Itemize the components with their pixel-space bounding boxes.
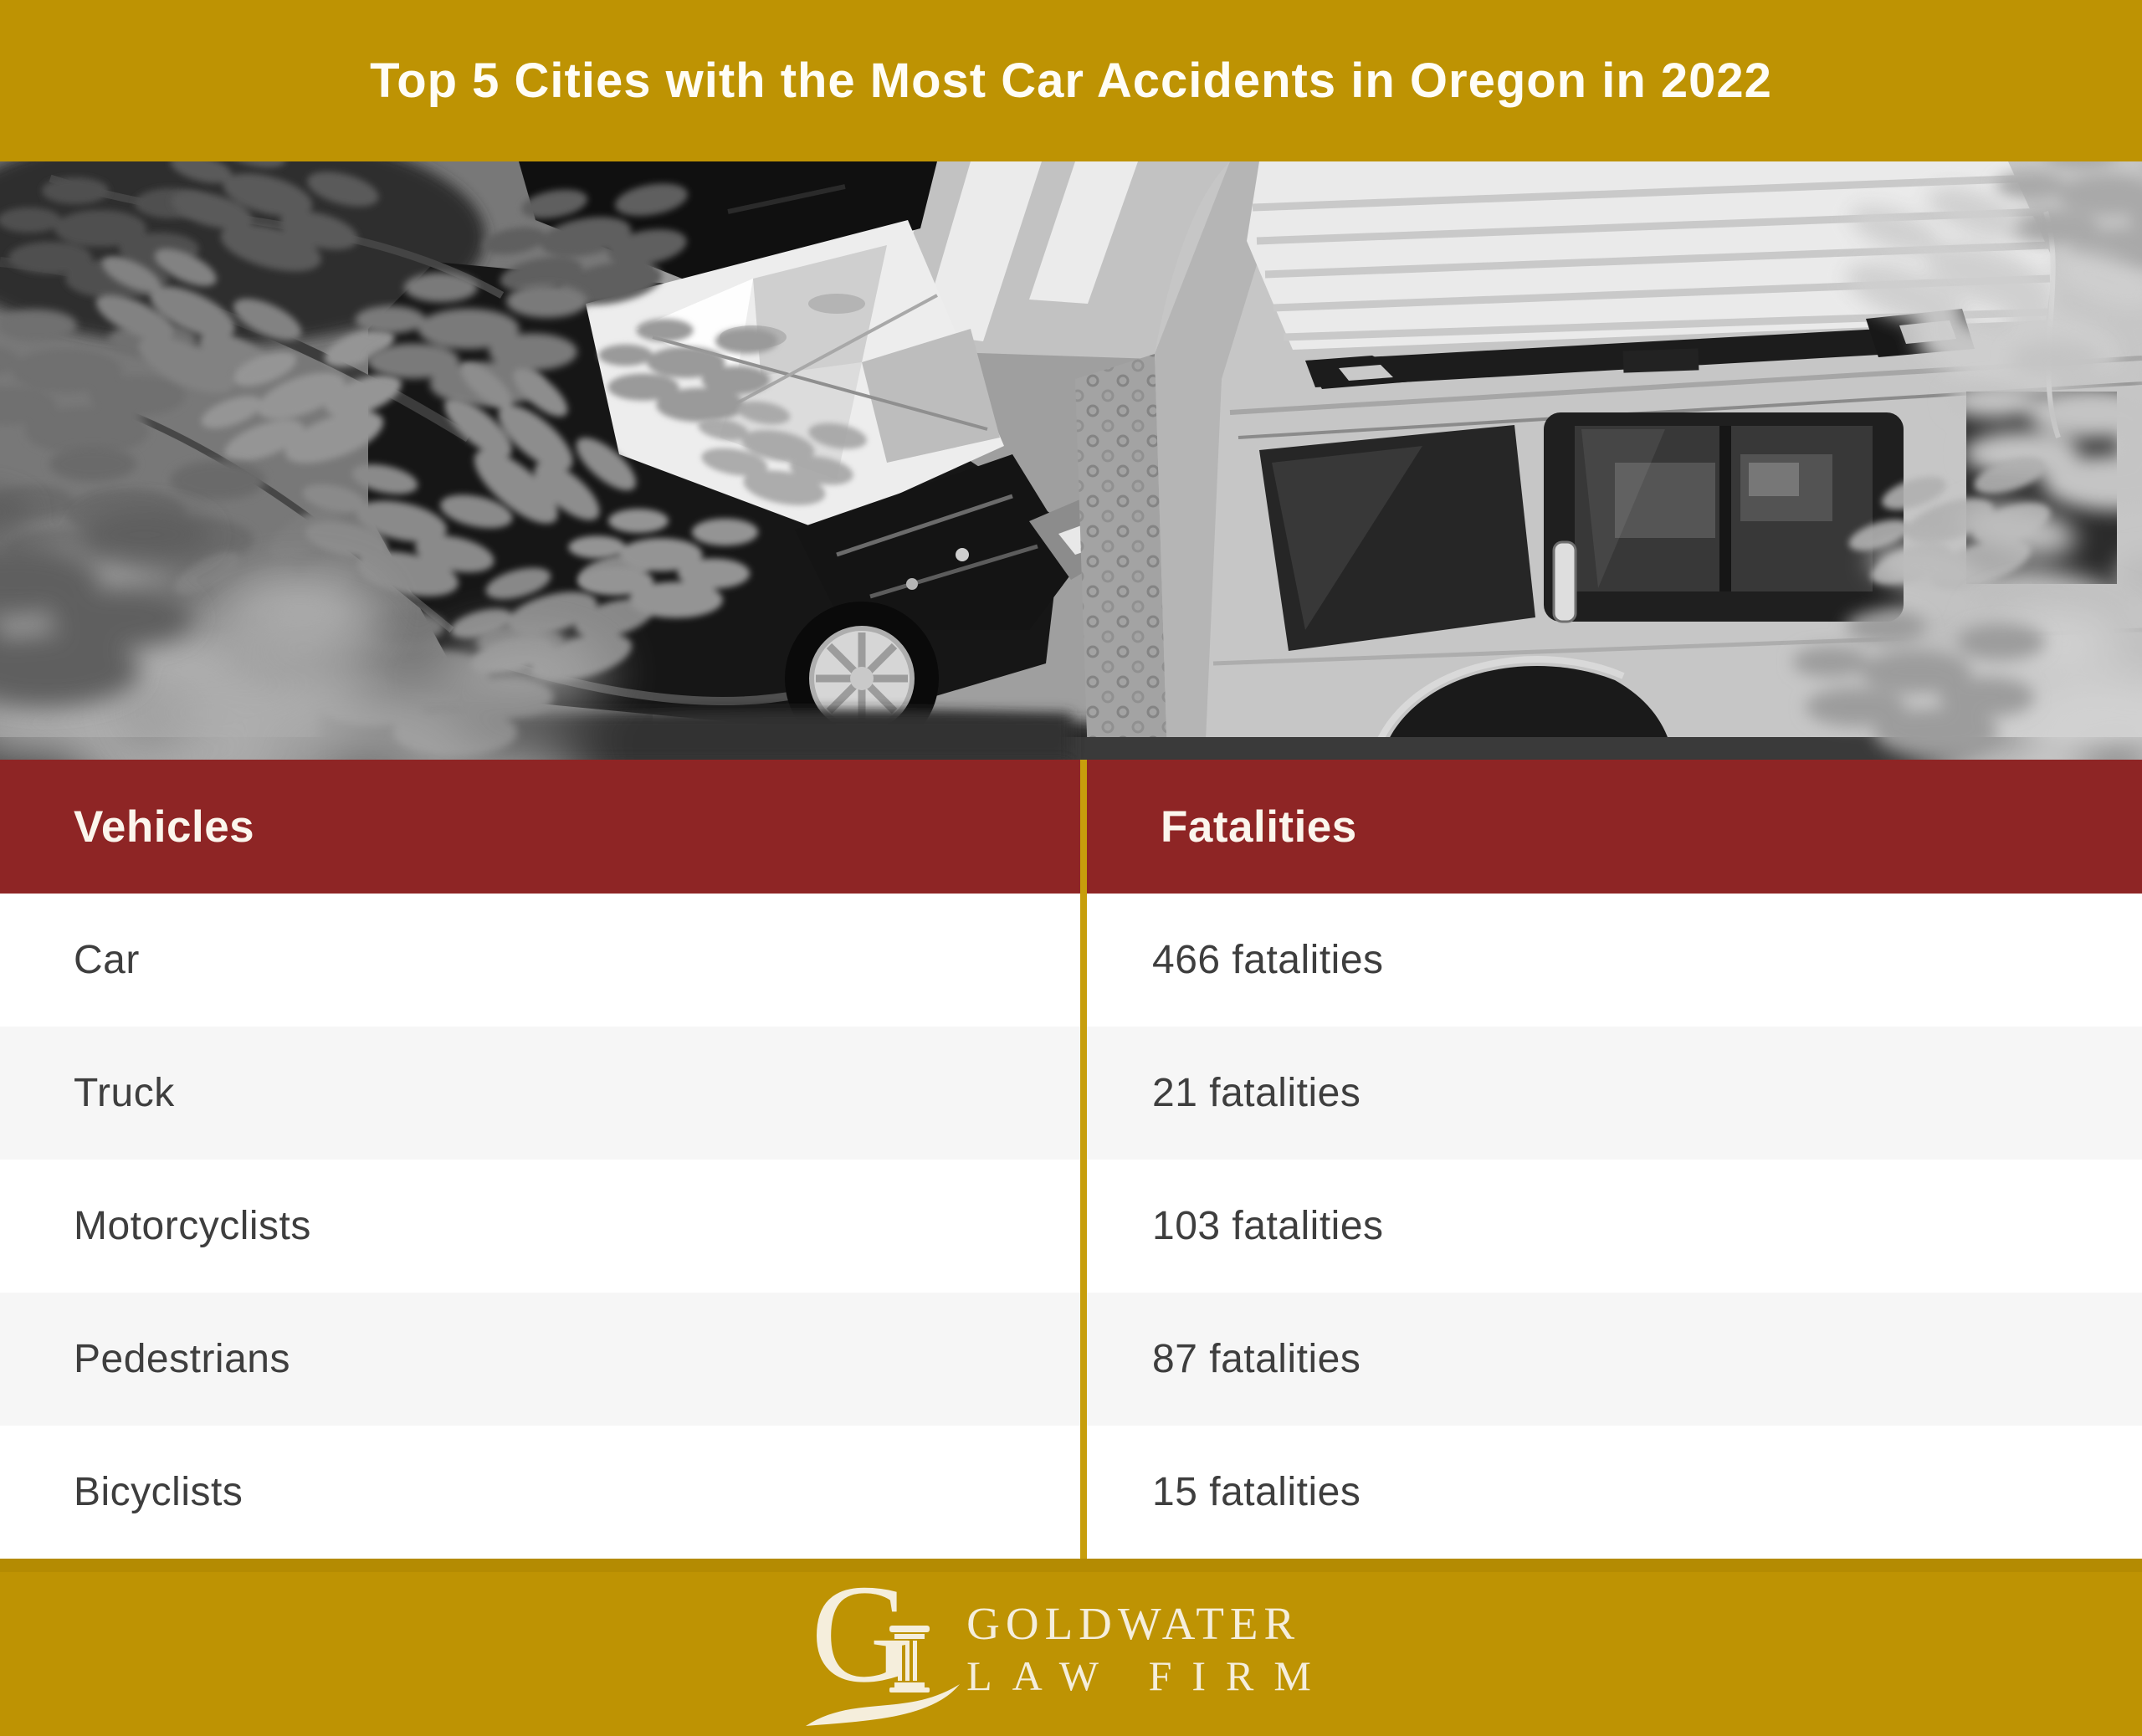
- logo-monogram: G: [806, 1564, 961, 1726]
- page-title: Top 5 Cities with the Most Car Accidents…: [370, 54, 1772, 108]
- accident-photo-illustration: [0, 161, 2142, 760]
- fatalities-table: Vehicles Fatalities Car 466 fatalities T…: [0, 760, 2142, 1559]
- fatalities-cell: 103 fatalities: [1152, 1204, 1384, 1248]
- fatalities-cell: 466 fatalities: [1152, 938, 1384, 982]
- goldwater-law-firm-logo: G GOLDWATER LAW FIRM: [806, 1564, 1331, 1726]
- column-divider: [1080, 760, 1087, 1559]
- vehicle-cell: Motorcyclists: [74, 1204, 311, 1248]
- foliage-left: [0, 161, 871, 760]
- accident-photo: [0, 161, 2142, 760]
- fatalities-cell: 87 fatalities: [1152, 1337, 1361, 1381]
- table-row: Pedestrians 87 fatalities: [0, 1293, 2142, 1426]
- column-header-vehicles: Vehicles: [74, 801, 255, 852]
- column-icon: [889, 1625, 930, 1692]
- suv-rear-step: [1075, 354, 1167, 760]
- vehicle-cell: Bicyclists: [74, 1470, 243, 1514]
- firm-name-line1: GOLDWATER: [966, 1597, 1301, 1649]
- table-row: Bicyclists 15 fatalities: [0, 1426, 2142, 1559]
- table-row: Truck 21 fatalities: [0, 1027, 2142, 1160]
- vehicle-cell: Car: [74, 938, 140, 982]
- column-header-fatalities: Fatalities: [1161, 801, 1357, 852]
- table-row: Car 466 fatalities: [0, 894, 2142, 1027]
- fatalities-cell: 15 fatalities: [1152, 1470, 1361, 1514]
- suv-door-handle: [1552, 540, 1577, 623]
- title-bar: Top 5 Cities with the Most Car Accidents…: [0, 0, 2142, 161]
- fatalities-cell: 21 fatalities: [1152, 1071, 1361, 1115]
- firm-name-line2: LAW FIRM: [966, 1652, 1331, 1699]
- footer: G GOLDWATER LAW FIRM: [0, 1559, 2142, 1736]
- firm-name: GOLDWATER LAW FIRM: [966, 1597, 1331, 1699]
- vehicle-cell: Pedestrians: [74, 1337, 290, 1381]
- foliage-right: [1792, 161, 2142, 760]
- vehicle-cell: Truck: [74, 1071, 175, 1115]
- table-header-row: Vehicles Fatalities: [0, 760, 2142, 894]
- table-row: Motorcyclists 103 fatalities: [0, 1160, 2142, 1293]
- swoosh-icon: [806, 1683, 961, 1726]
